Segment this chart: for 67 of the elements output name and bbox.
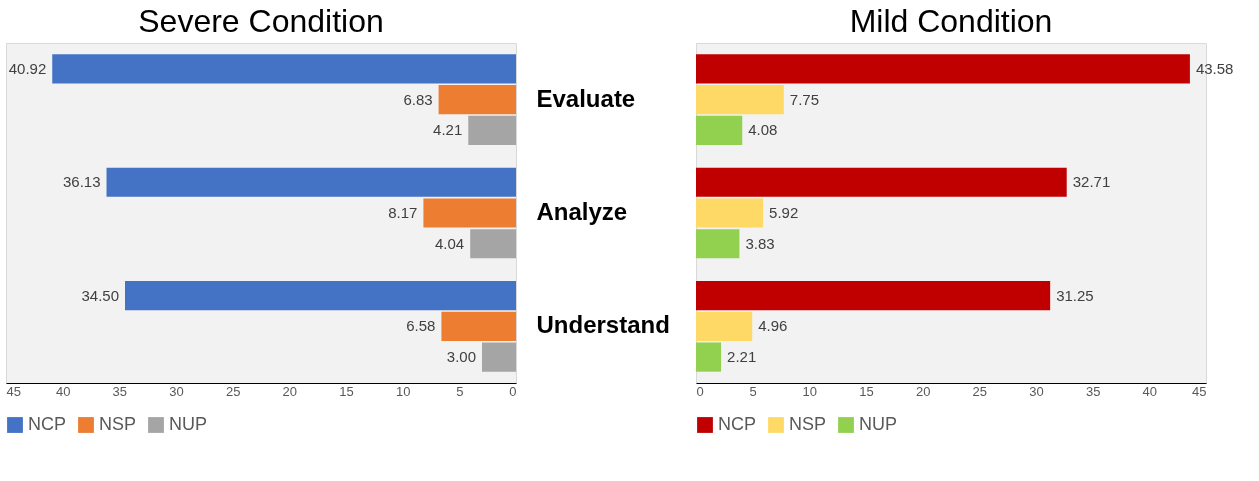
x-tick-label: 30 — [1029, 383, 1044, 399]
data-label: 4.21 — [433, 121, 463, 139]
y-tick-label: Analyze — [536, 198, 628, 225]
bar — [125, 281, 516, 311]
legend-label: NUP — [169, 414, 208, 434]
bar — [696, 229, 740, 259]
data-label: 40.92 — [8, 59, 47, 77]
x-tick-label: 5 — [749, 383, 757, 399]
x-tick-label: 35 — [112, 383, 128, 399]
data-label: 7.75 — [789, 90, 820, 108]
data-label: 6.58 — [406, 317, 436, 335]
legend-label: NCP — [718, 414, 757, 434]
data-label: 8.17 — [388, 204, 418, 221]
legend-label: NSP — [789, 414, 827, 434]
bar — [696, 167, 1067, 197]
data-label: 36.13 — [62, 173, 101, 191]
data-label: 4.08 — [748, 121, 778, 139]
bar — [106, 167, 516, 197]
bar — [441, 311, 516, 341]
bar — [696, 115, 743, 145]
data-label: 43.58 — [1195, 59, 1234, 77]
y-tick-label: Understand — [536, 311, 670, 339]
x-tick-label: 40 — [1142, 383, 1158, 399]
data-label: 3.00 — [446, 348, 476, 366]
x-tick-label: 0 — [696, 383, 704, 399]
x-tick-label: 45 — [1192, 383, 1207, 399]
data-label: 3.83 — [745, 234, 775, 252]
data-label: 4.96 — [758, 317, 788, 335]
bar — [696, 198, 764, 228]
data-label: 2.21 — [727, 348, 757, 366]
x-tick-label: 30 — [169, 383, 184, 399]
data-label: 31.25 — [1056, 286, 1094, 304]
bar — [696, 85, 784, 115]
x-tick-label: 15 — [339, 383, 354, 399]
x-tick-label: 15 — [859, 383, 874, 399]
x-tick-label: 0 — [509, 383, 517, 399]
bar — [482, 342, 516, 372]
legend-label: NUP — [859, 414, 898, 434]
x-tick-label: 40 — [55, 383, 71, 399]
data-label: 32.71 — [1072, 173, 1111, 191]
bar — [423, 198, 516, 228]
x-tick-label: 10 — [395, 383, 411, 399]
bar — [52, 54, 516, 84]
data-label: 5.92 — [769, 204, 799, 221]
bar — [696, 342, 722, 372]
legend-label: NSP — [99, 414, 137, 434]
x-tick-label: 25 — [225, 383, 241, 399]
data-label: 6.83 — [403, 90, 433, 108]
bar — [696, 54, 1190, 84]
data-label: 4.04 — [435, 234, 465, 252]
data-label: 34.50 — [81, 286, 119, 304]
bar — [696, 311, 753, 341]
bar — [438, 85, 516, 115]
x-tick-label: 35 — [1085, 383, 1101, 399]
legend-label: NCP — [28, 414, 67, 434]
x-tick-label: 10 — [802, 383, 818, 399]
y-tick-label: Evaluate — [536, 84, 636, 112]
chart-title: Mild Condition — [849, 3, 1053, 39]
bar — [696, 281, 1051, 311]
x-tick-label: 20 — [282, 383, 298, 399]
bar — [468, 115, 516, 145]
x-tick-label: 5 — [456, 383, 464, 399]
x-tick-label: 45 — [6, 383, 21, 399]
bar — [470, 229, 516, 259]
x-tick-label: 20 — [915, 383, 931, 399]
chart-title: Severe Condition — [138, 3, 384, 39]
x-tick-label: 25 — [972, 383, 988, 399]
